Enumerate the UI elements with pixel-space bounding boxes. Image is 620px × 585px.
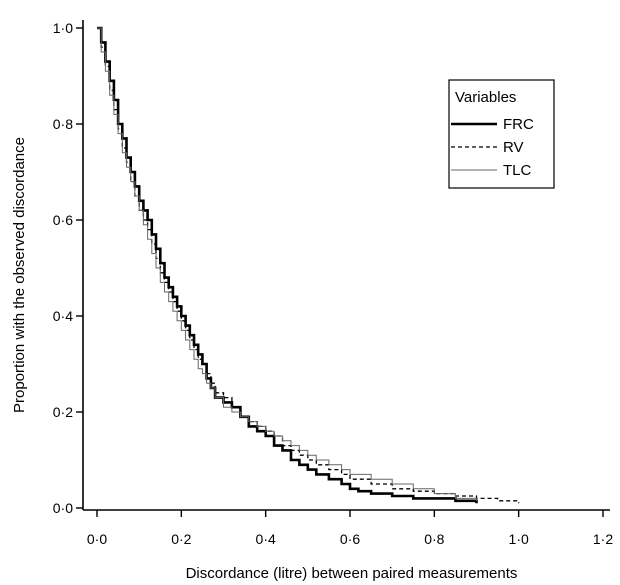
y-tick-label: 0·8 bbox=[53, 116, 73, 132]
legend-title: Variables bbox=[455, 89, 516, 106]
x-tick-label: 0·4 bbox=[256, 531, 276, 547]
series-line-tlc bbox=[97, 27, 477, 501]
x-tick-label: 1·0 bbox=[509, 531, 529, 547]
y-axis-label: Proportion with the observed discordance bbox=[11, 137, 28, 413]
x-tick-label: 1·2 bbox=[593, 531, 613, 547]
legend-label-frc: FRC bbox=[503, 116, 534, 133]
legend: Variables FRC RV TLC bbox=[448, 79, 555, 189]
y-tick-label: 0·6 bbox=[53, 212, 73, 228]
series-layer bbox=[97, 26, 520, 504]
y-tick-label: 1·0 bbox=[53, 20, 73, 36]
x-axis-label: Discordance (litre) between paired measu… bbox=[186, 565, 518, 582]
legend-label-tlc: TLC bbox=[503, 162, 532, 179]
legend-label-rv: RV bbox=[503, 139, 524, 156]
legend-items: FRC RV TLC bbox=[451, 116, 534, 179]
x-tick-label: 0·2 bbox=[171, 531, 191, 547]
plot-frame bbox=[82, 20, 610, 511]
x-tick-label: 0·8 bbox=[424, 531, 444, 547]
y-axis-ticks: 0·0 0·2 0·4 0·6 0·8 1·0 bbox=[53, 20, 83, 516]
y-tick-label: 0·2 bbox=[53, 404, 73, 420]
x-tick-label: 0·0 bbox=[87, 531, 107, 547]
y-tick-label: 0·0 bbox=[53, 500, 73, 516]
x-axis-ticks: 0·0 0·2 0·4 0·6 0·8 1·0 1·2 bbox=[87, 510, 613, 547]
y-tick-label: 0·4 bbox=[53, 308, 73, 324]
x-tick-label: 0·6 bbox=[340, 531, 360, 547]
series-line-frc bbox=[97, 26, 478, 504]
